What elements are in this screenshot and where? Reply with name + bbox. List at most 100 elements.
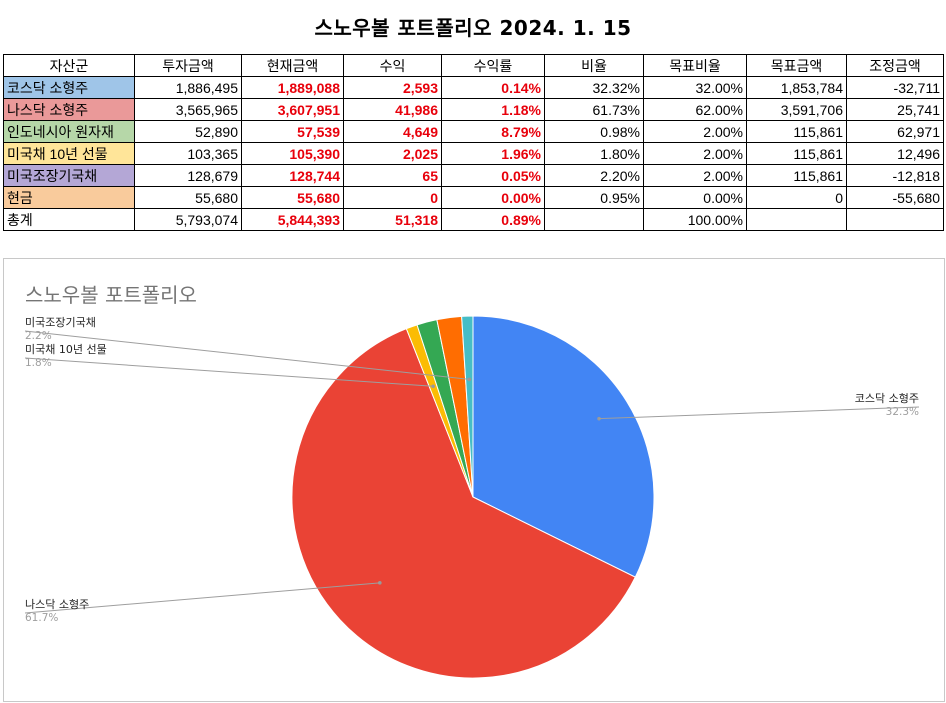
cell-ratio: 0.95% (544, 186, 644, 209)
table-header-row: 자산군 투자금액 현재금액 수익 수익률 비율 목표비율 목표금액 조정금액 (3, 54, 944, 77)
cell-rate: 0.05% (441, 164, 545, 187)
asset-name-cell: 미국채 10년 선물 (3, 142, 135, 165)
cell-target-amount: 0 (746, 186, 847, 209)
pie-slice[interactable] (472, 315, 655, 578)
cell-current: 128,744 (241, 164, 344, 187)
cell-ratio: 0.98% (544, 120, 644, 143)
cell-ratio: 61.73% (544, 98, 644, 121)
cell-ratio: 2.20% (544, 164, 644, 187)
cell-target-amount: 115,861 (746, 142, 847, 165)
cell-invest: 55,680 (134, 186, 242, 209)
slice-percent-label: 61.7% (25, 612, 58, 624)
table-row: 현금 55,680 55,680 0 0.00% 0.95% 0.00% 0 -55,680 (3, 186, 944, 209)
cell-adjust: -12,818 (846, 164, 944, 187)
table-row: 미국채 10년 선물 103,365 105,390 2,025 1.96% 1.80% 2… (3, 142, 944, 165)
cell-profit: 2,593 (343, 76, 442, 99)
header-current: 현재금액 (241, 54, 344, 77)
header-rate: 수익률 (441, 54, 545, 77)
cell-adjust: 12,496 (846, 142, 944, 165)
cell-current: 55,680 (241, 186, 344, 209)
leader-dot (467, 377, 472, 382)
cell-invest: 128,679 (134, 164, 242, 187)
leader-dot (431, 384, 435, 389)
cell-adjust: -55,680 (846, 186, 944, 209)
cell-current: 3,607,951 (241, 98, 344, 121)
cell-target-ratio: 2.00% (643, 120, 747, 143)
slice-label: 미국채 10년 선물 (25, 343, 107, 356)
header-invest: 투자금액 (134, 54, 242, 77)
table-row: 나스닥 소형주 3,565,965 3,607,951 41,986 1.18% 61.7… (3, 98, 944, 121)
asset-name-cell: 총계 (3, 208, 135, 231)
cell-rate: 0.14% (441, 76, 545, 99)
cell-current: 1,889,088 (241, 76, 344, 99)
cell-target-ratio: 0.00% (643, 186, 747, 209)
table-row: 인도네시아 원자재 52,890 57,539 4,649 8.79% 0.98% 2.00… (3, 120, 944, 143)
cell-rate: 0.89% (441, 208, 545, 231)
cell-invest: 103,365 (134, 142, 242, 165)
pie-slice[interactable] (461, 315, 474, 498)
total-row: 총계 5,793,074 5,844,393 51,318 0.89% 100.00% (3, 208, 944, 231)
cell-adjust (846, 208, 944, 231)
slice-label: 나스닥 소형주 (25, 598, 89, 611)
table-row: 미국조장기국채 128,679 128,744 65 0.05% 2.20% 2.00% 11… (3, 164, 944, 187)
cell-invest: 1,886,495 (134, 76, 242, 99)
cell-rate: 8.79% (441, 120, 545, 143)
cell-ratio: 32.32% (544, 76, 644, 99)
cell-profit: 2,025 (343, 142, 442, 165)
cell-invest: 5,793,074 (134, 208, 242, 231)
asset-name-cell: 현금 (3, 186, 135, 209)
chart-title: 스노우볼 포트폴리오 (25, 283, 197, 307)
cell-current: 5,844,393 (241, 208, 344, 231)
cell-invest: 52,890 (134, 120, 242, 143)
pie-slice[interactable] (291, 328, 636, 679)
header-target-amount: 목표금액 (746, 54, 847, 77)
table-row: 코스닥 소형주 1,886,495 1,889,088 2,593 0.14% 32.32… (3, 76, 944, 99)
header-target-ratio: 목표비율 (643, 54, 747, 77)
cell-target-ratio: 62.00% (643, 98, 747, 121)
cell-adjust: 62,971 (846, 120, 944, 143)
asset-name-cell: 나스닥 소형주 (3, 98, 135, 121)
asset-name-cell: 코스닥 소형주 (3, 76, 135, 99)
leader-line (599, 406, 920, 420)
cell-current: 105,390 (241, 142, 344, 165)
cell-target-amount (746, 208, 847, 231)
header-ratio: 비율 (544, 54, 644, 77)
cell-ratio (544, 208, 644, 231)
cell-current: 57,539 (241, 120, 344, 143)
cell-invest: 3,565,965 (134, 98, 242, 121)
cell-target-ratio: 32.00% (643, 76, 747, 99)
pie-chart-panel: 스노우볼 포트폴리오 코스닥 소형주 32.3% 나스닥 소형주 61.7% 미국채 1… (3, 258, 945, 702)
cell-target-amount: 115,861 (746, 120, 847, 143)
cell-ratio: 1.80% (544, 142, 644, 165)
cell-profit: 0 (343, 186, 442, 209)
slice-percent-label: 32.3% (886, 406, 919, 418)
cell-rate: 1.18% (441, 98, 545, 121)
cell-rate: 0.00% (441, 186, 545, 209)
cell-target-ratio: 100.00% (643, 208, 747, 231)
header-profit: 수익 (343, 54, 442, 77)
slice-label: 코스닥 소형주 (855, 392, 919, 405)
cell-target-amount: 115,861 (746, 164, 847, 187)
cell-profit: 41,986 (343, 98, 442, 121)
cell-target-amount: 1,853,784 (746, 76, 847, 99)
slice-percent-label: 2.2% (25, 330, 52, 342)
asset-name-cell: 미국조장기국채 (3, 164, 135, 187)
cell-adjust: -32,711 (846, 76, 944, 99)
page-title: 스노우볼 포트폴리오 2024. 1. 15 (314, 16, 632, 40)
leader-line (24, 357, 434, 387)
slice-label: 미국조장기국채 (25, 316, 96, 329)
cell-profit: 4,649 (343, 120, 442, 143)
cell-profit: 65 (343, 164, 442, 187)
portfolio-table: 자산군 투자금액 현재금액 수익 수익률 비율 목표비율 목표금액 조정금액 코… (3, 54, 944, 231)
asset-name-cell: 인도네시아 원자재 (3, 120, 135, 143)
header-adjust: 조정금액 (846, 54, 944, 77)
leader-line (24, 582, 380, 614)
cell-target-ratio: 2.00% (643, 164, 747, 187)
cell-target-amount: 3,591,706 (746, 98, 847, 121)
cell-target-ratio: 2.00% (643, 142, 747, 165)
cell-rate: 1.96% (441, 142, 545, 165)
cell-adjust: 25,741 (846, 98, 944, 121)
header-asset-class: 자산군 (3, 54, 135, 77)
slice-percent-label: 1.8% (25, 357, 52, 369)
